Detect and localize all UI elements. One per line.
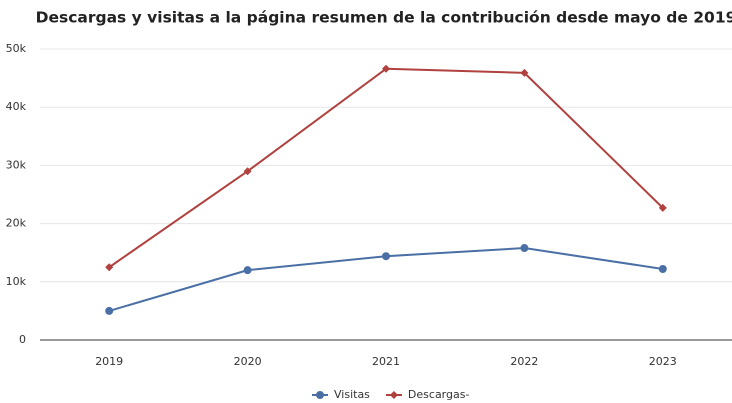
x-tick-label: 2021 <box>372 355 400 368</box>
marker <box>389 391 398 399</box>
marker <box>316 391 324 399</box>
y-tick-label: 20k <box>6 217 27 230</box>
y-tick-label: 30k <box>6 158 27 171</box>
x-tick-label: 2023 <box>649 355 677 368</box>
x-tick-label: 2022 <box>510 355 538 368</box>
marker <box>105 263 114 272</box>
legend-label: Visitas <box>334 388 370 401</box>
marker <box>382 64 390 73</box>
y-tick-label: 10k <box>6 275 27 288</box>
marker <box>243 266 252 275</box>
legend-item: Descargas- <box>385 388 470 401</box>
x-tick-label: 2019 <box>95 355 123 368</box>
x-tick-label: 2020 <box>234 355 262 368</box>
series-line <box>108 67 664 269</box>
y-tick-label: 50k <box>6 42 27 55</box>
legend-label: Descargas- <box>408 388 470 401</box>
marker <box>243 167 252 176</box>
marker <box>658 203 667 212</box>
marker <box>520 244 529 253</box>
marker <box>658 264 667 273</box>
y-tick-label: 40k <box>6 100 27 113</box>
chart-title: Descargas y visitas a la página resumen … <box>36 9 732 27</box>
marker <box>105 306 114 315</box>
marker <box>520 68 529 77</box>
marker <box>382 252 390 261</box>
y-tick-label: 0 <box>19 333 26 346</box>
legend-item: Visitas <box>312 388 370 401</box>
